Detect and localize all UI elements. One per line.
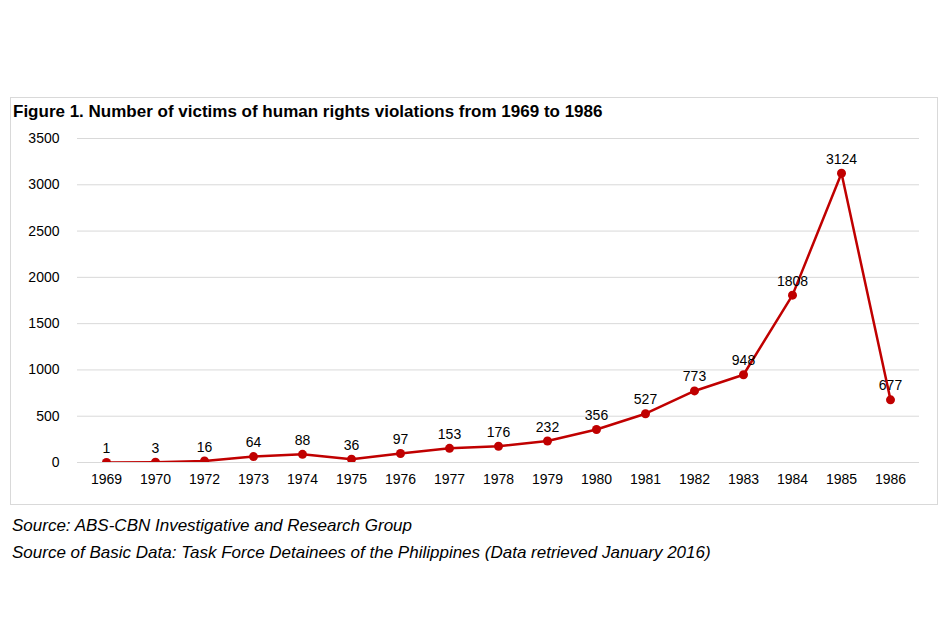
svg-text:1979: 1979 — [532, 471, 563, 487]
svg-text:36: 36 — [344, 437, 360, 453]
svg-text:1969: 1969 — [91, 471, 122, 487]
svg-text:232: 232 — [536, 419, 560, 435]
svg-text:773: 773 — [683, 368, 707, 384]
svg-text:2500: 2500 — [28, 223, 59, 239]
svg-text:500: 500 — [36, 408, 60, 424]
svg-text:527: 527 — [634, 391, 658, 407]
svg-text:97: 97 — [393, 431, 409, 447]
svg-text:3: 3 — [152, 440, 160, 456]
svg-text:1975: 1975 — [336, 471, 367, 487]
svg-text:1000: 1000 — [28, 361, 59, 377]
svg-text:3124: 3124 — [826, 151, 857, 167]
svg-text:948: 948 — [732, 352, 756, 368]
svg-text:0: 0 — [52, 454, 60, 470]
svg-text:677: 677 — [879, 377, 903, 393]
svg-text:88: 88 — [295, 432, 311, 448]
svg-text:1: 1 — [103, 440, 111, 456]
svg-text:1983: 1983 — [728, 471, 759, 487]
svg-text:1982: 1982 — [679, 471, 710, 487]
svg-text:1977: 1977 — [434, 471, 465, 487]
svg-text:64: 64 — [246, 434, 262, 450]
svg-text:1981: 1981 — [630, 471, 661, 487]
svg-text:3000: 3000 — [28, 176, 59, 192]
svg-text:1972: 1972 — [189, 471, 220, 487]
html-text:Source of Basic Data: Task For: Source of Basic Data: Task Force Detaine… — [12, 543, 711, 562]
svg-text:1980: 1980 — [581, 471, 612, 487]
html-text:Figure 1. Number of victims of: Figure 1. Number of victims of human rig… — [13, 102, 603, 121]
svg-text:16: 16 — [197, 438, 213, 454]
svg-text:1984: 1984 — [777, 471, 808, 487]
svg-text:2000: 2000 — [28, 269, 59, 285]
svg-text:356: 356 — [585, 407, 609, 423]
svg-text:153: 153 — [438, 426, 462, 442]
svg-text:1970: 1970 — [140, 471, 171, 487]
svg-text:1808: 1808 — [777, 273, 808, 289]
svg-text:1978: 1978 — [483, 471, 514, 487]
svg-text:1985: 1985 — [826, 471, 857, 487]
svg-text:1973: 1973 — [238, 471, 269, 487]
svg-text:1500: 1500 — [28, 315, 59, 331]
svg-text:1976: 1976 — [385, 471, 416, 487]
svg-text:1986: 1986 — [875, 471, 906, 487]
svg-text:1974: 1974 — [287, 471, 318, 487]
svg-text:3500: 3500 — [28, 130, 59, 146]
html-text:Source: ABS-CBN Investigative: Source: ABS-CBN Investigative and Resear… — [12, 516, 412, 535]
svg-text:176: 176 — [487, 424, 511, 440]
